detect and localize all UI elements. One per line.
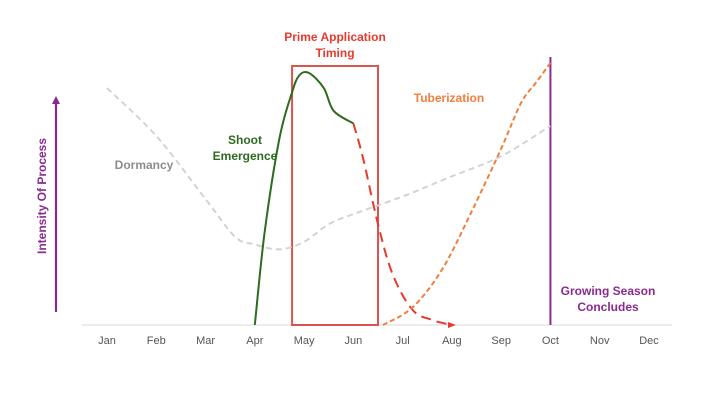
series-shoot-emergence (253, 70, 354, 326)
x-tick-label: Oct (542, 335, 559, 347)
x-tick-label: Jul (396, 335, 410, 347)
series-dormancy (106, 87, 551, 251)
y-axis-arrow (52, 96, 60, 312)
series-shoot-decline (352, 123, 453, 326)
x-tick-label: Aug (442, 335, 462, 347)
annotation-season-end-line2: Concludes (577, 300, 639, 314)
y-axis-label: Intensity Of Process (35, 138, 49, 254)
x-axis-ticks: Jan Feb Mar Apr May Jun Jul Aug Sep Oct Nov Dec (98, 335, 659, 347)
annotation-season-end-line1: Growing Season (561, 284, 656, 298)
x-tick-label: Jan (98, 335, 116, 347)
x-tick-label: Apr (246, 335, 263, 347)
prime-application-window (291, 65, 379, 326)
x-tick-label: Dec (639, 335, 659, 347)
x-tick-label: Nov (590, 335, 610, 347)
annotation-prime-timing-line2: Timing (315, 46, 354, 60)
x-tick-label: Jun (344, 335, 362, 347)
x-tick-label: Feb (147, 335, 166, 347)
annotation-shoot-line1: Shoot (228, 133, 262, 147)
annotation-tuberization: Tuberization (414, 91, 484, 105)
x-tick-label: Mar (196, 335, 215, 347)
annotation-prime-timing-line1: Prime Application (284, 30, 386, 44)
x-tick-label: May (294, 335, 315, 347)
x-tick-label: Sep (491, 335, 511, 347)
series-tuberization (382, 62, 552, 326)
annotation-shoot-line2: Emergence (213, 149, 278, 163)
annotation-dormancy: Dormancy (115, 158, 174, 172)
decline-arrowhead (448, 322, 456, 328)
